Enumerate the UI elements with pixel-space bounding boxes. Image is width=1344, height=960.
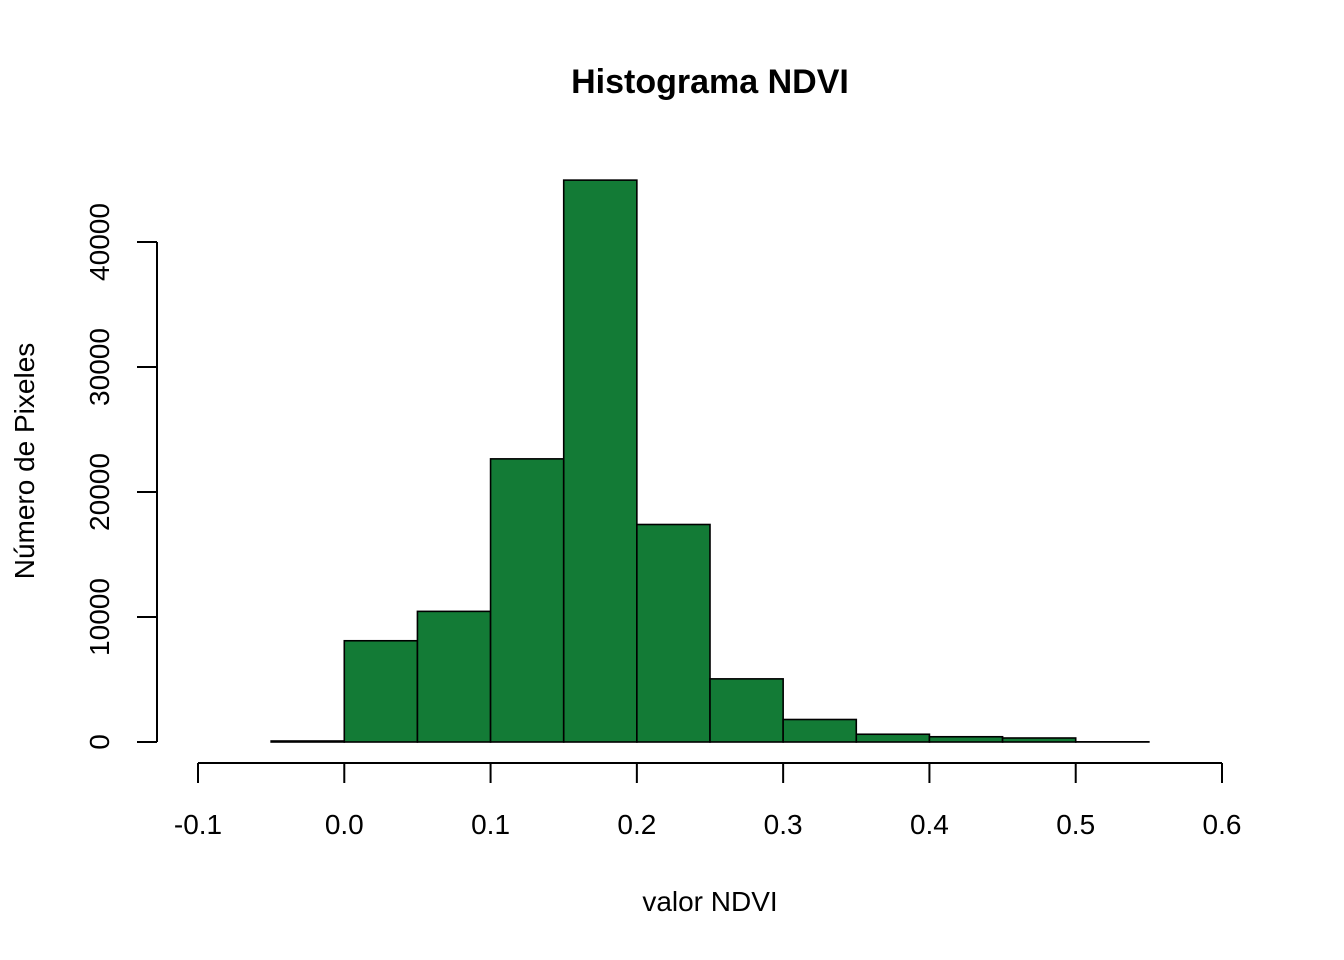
y-tick-label: 10000 [84, 578, 115, 656]
x-tick-label: 0.5 [1056, 809, 1095, 840]
y-axis-label: Número de Pixeles [9, 343, 40, 580]
histogram-bar [782, 718, 858, 743]
x-axis-label: valor NDVI [642, 886, 777, 917]
x-tick-label: 0.1 [471, 809, 510, 840]
x-tick-label: 0.3 [764, 809, 803, 840]
histogram-bar [562, 179, 638, 743]
y-tick-label: 0 [84, 734, 115, 750]
x-tick-label: 0.4 [910, 809, 949, 840]
x-tick-label: 0.0 [325, 809, 364, 840]
x-tick-label: 0.6 [1203, 809, 1242, 840]
histogram-bar [709, 678, 784, 743]
y-axis-ticks: 0 10000 20000 30000 40000 [84, 203, 157, 750]
x-tick-label: 0.2 [617, 809, 656, 840]
y-tick-label: 20000 [84, 453, 115, 531]
x-tick-label: -0.1 [174, 809, 222, 840]
y-tick-label: 30000 [84, 328, 115, 406]
chart-title: Histograma NDVI [571, 63, 849, 101]
histogram-bar [928, 735, 1004, 743]
y-tick-label: 40000 [84, 203, 115, 281]
histogram-bar [343, 639, 419, 743]
histogram-bar [636, 523, 711, 743]
bars-group [270, 179, 1150, 743]
x-axis-ticks: -0.1 0.0 0.1 0.2 0.3 0.4 0.5 0.6 [174, 763, 1242, 840]
histogram-bar [489, 458, 565, 743]
histogram-bar [1001, 737, 1077, 743]
histogram-bar [855, 733, 931, 743]
histogram-bar [416, 610, 492, 743]
histogram-bar [270, 740, 346, 743]
